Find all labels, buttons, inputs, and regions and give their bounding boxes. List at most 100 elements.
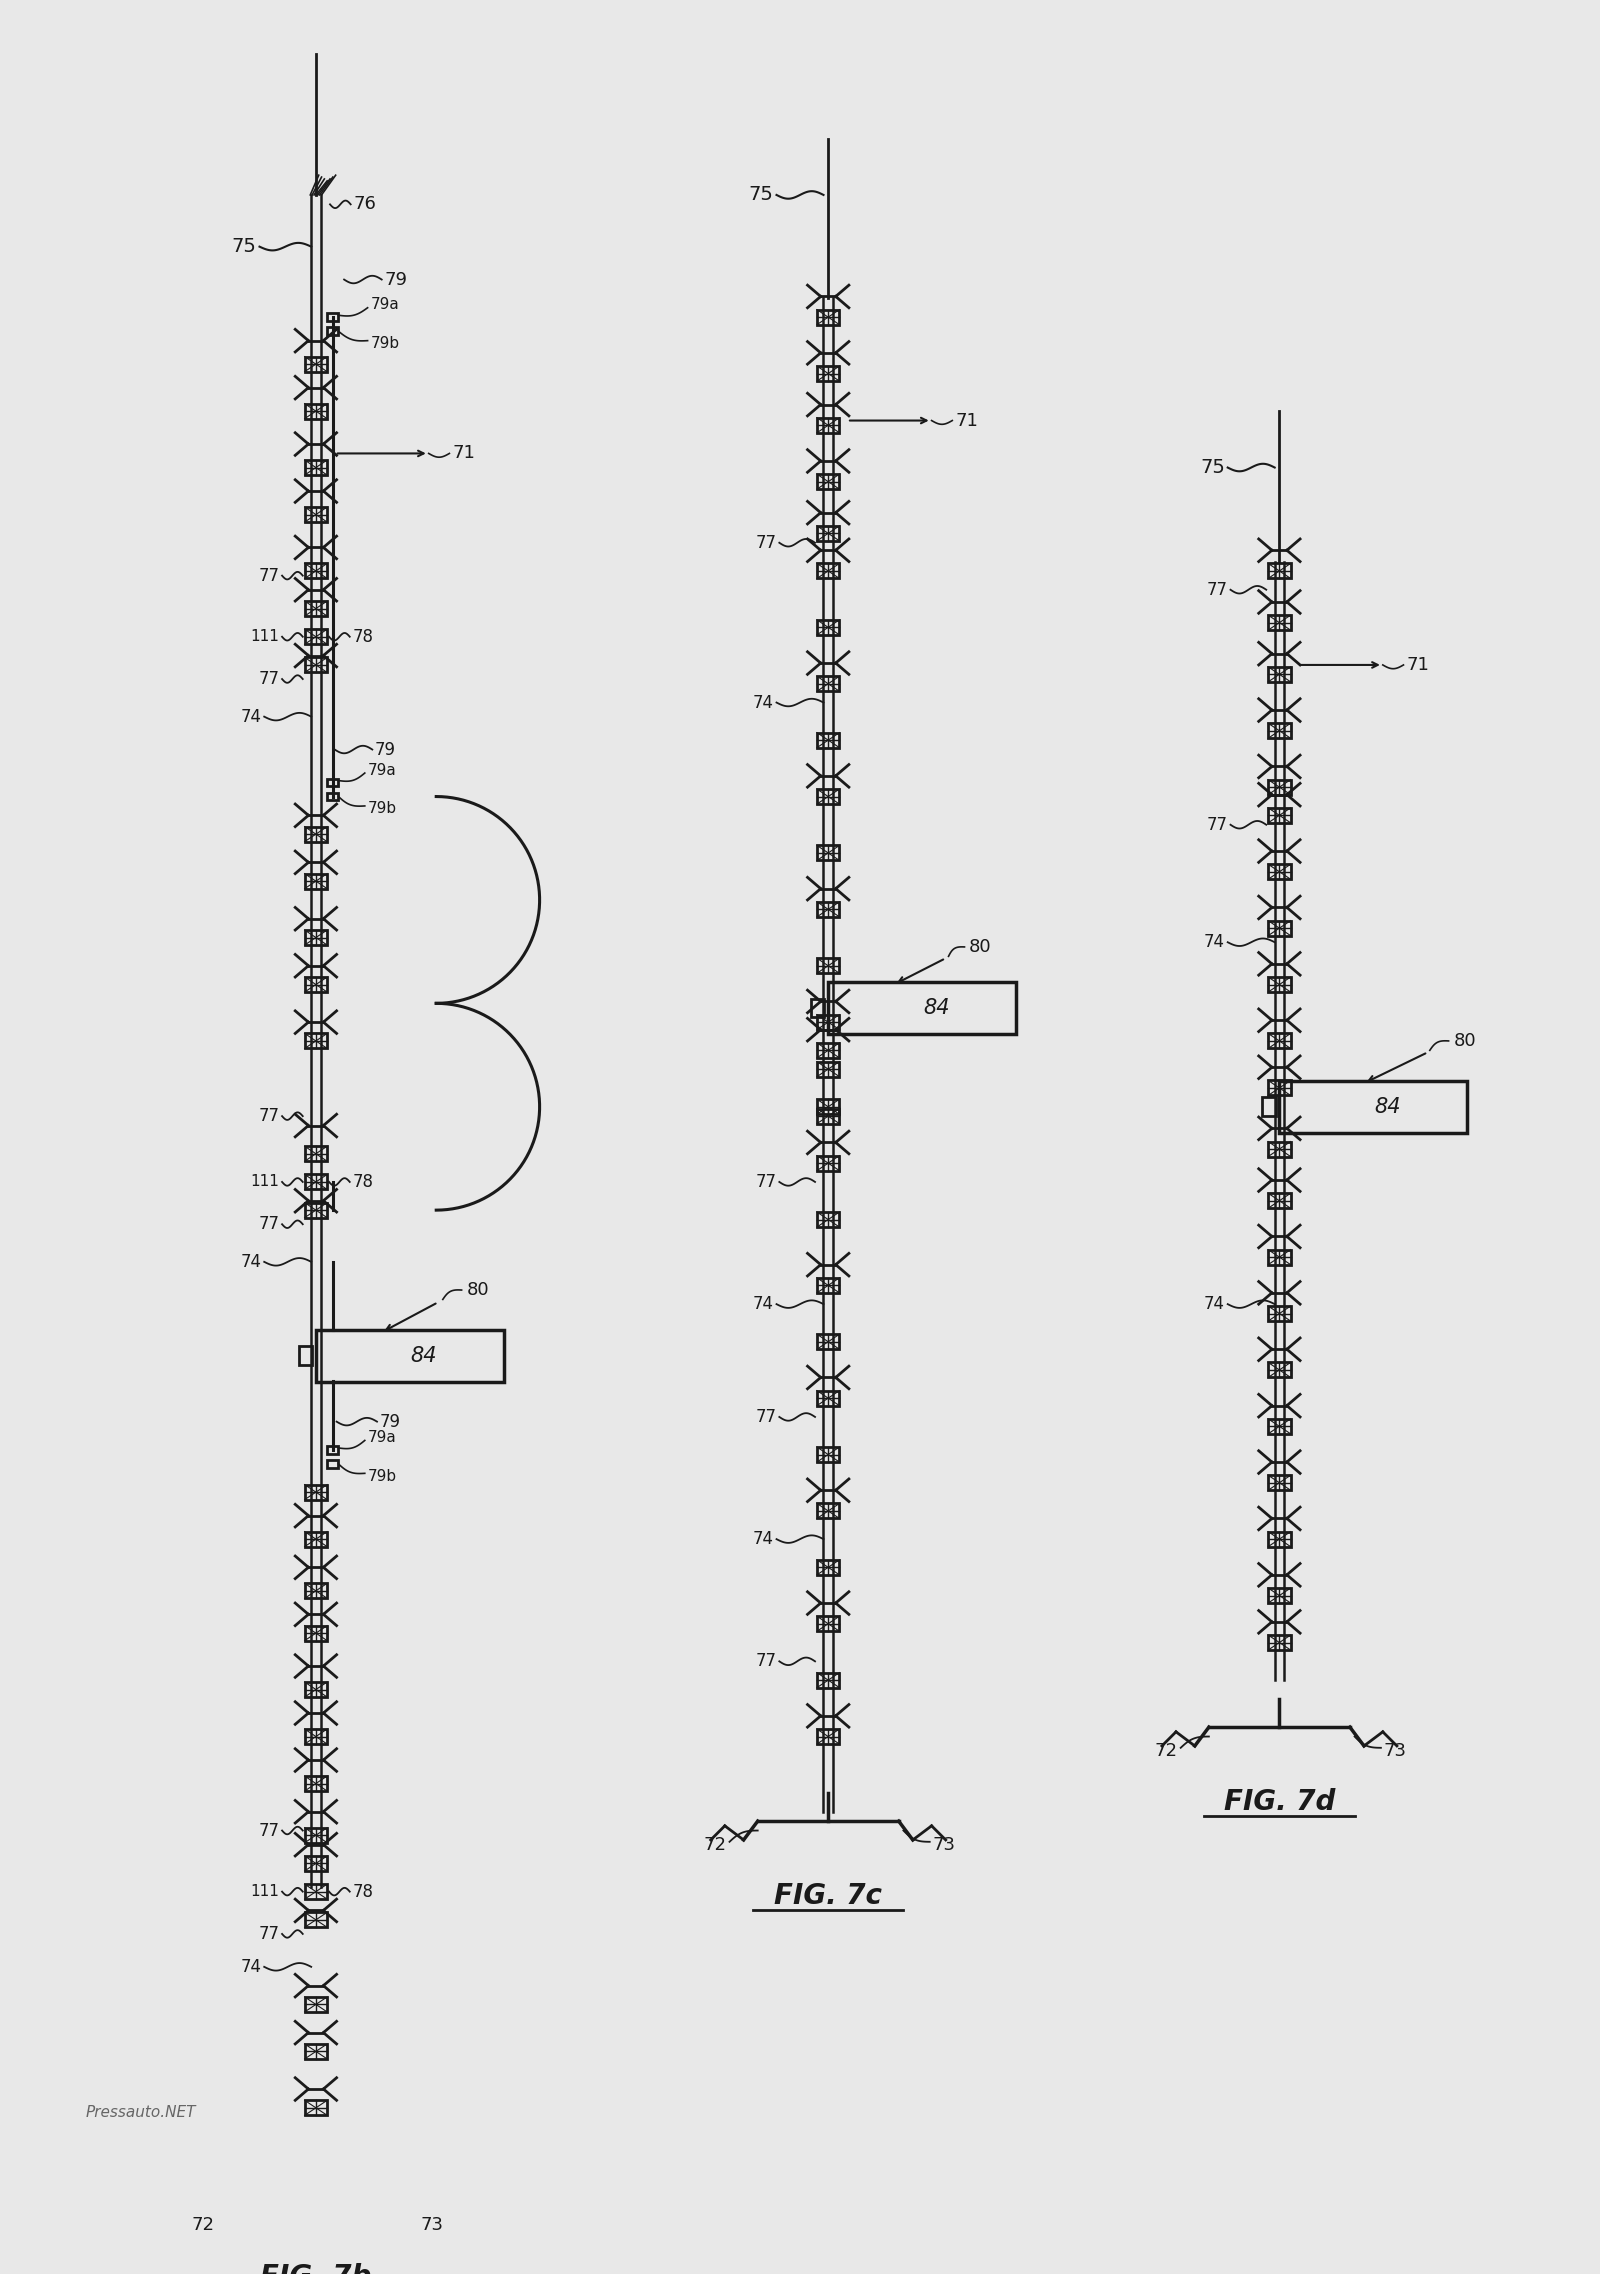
Text: 77: 77 [258,566,280,584]
Text: 71: 71 [955,412,978,430]
Bar [818,1446,840,1462]
Bar [818,1617,840,1630]
Text: 74: 74 [752,694,774,712]
Text: 77: 77 [1206,816,1227,835]
Bar [818,1674,840,1687]
Bar [1269,1194,1291,1207]
Text: 77: 77 [258,1924,280,1942]
Text: 79a: 79a [368,1430,397,1444]
Bar [304,2044,326,2058]
Bar [1269,666,1291,682]
Text: 74: 74 [1203,932,1226,951]
Bar [304,1997,326,2012]
Text: 77: 77 [755,1173,776,1192]
Bar [304,930,326,946]
Text: 72: 72 [1155,1742,1178,1760]
Bar [326,1446,339,1453]
Bar [1269,780,1291,794]
Bar [1269,1635,1291,1651]
Bar [304,2101,326,2115]
Bar [304,1173,326,1189]
Bar [818,957,840,973]
Text: 74: 74 [240,1958,261,1976]
Bar [818,1392,840,1405]
Bar [818,1335,840,1348]
Text: 79a: 79a [368,762,397,778]
Bar [818,1278,840,1294]
Text: 77: 77 [755,1408,776,1426]
Bar [818,1014,840,1030]
Bar [818,1062,840,1076]
Text: 84: 84 [411,1346,437,1367]
Bar [811,998,824,1016]
Bar [818,1728,840,1744]
Bar [1269,1533,1291,1546]
Text: 84: 84 [923,998,949,1019]
Bar [304,978,326,991]
Bar [326,794,339,800]
Bar [1269,1251,1291,1264]
Text: 79: 79 [384,271,408,289]
Bar [304,357,326,371]
Bar [304,1032,326,1048]
Bar [818,1110,840,1123]
Text: 78: 78 [352,1883,373,1901]
Text: 75: 75 [1200,457,1226,478]
Bar [304,1912,326,1928]
Bar [1269,1142,1291,1157]
Bar [818,1560,840,1576]
Text: 79b: 79b [368,1469,397,1483]
Text: FIG. 7d: FIG. 7d [1224,1787,1334,1817]
Bar [315,1330,504,1383]
Bar [1269,1362,1291,1378]
Text: 111: 111 [250,1173,280,1189]
Bar [1280,1080,1467,1132]
Bar [304,1885,326,1899]
Bar [818,789,840,805]
Bar [304,630,326,644]
Text: 71: 71 [453,443,475,462]
Text: 77: 77 [755,1653,776,1671]
Bar [1269,564,1291,578]
Bar [818,564,840,578]
Bar [304,657,326,673]
Text: 74: 74 [752,1530,774,1549]
Text: 72: 72 [192,2217,214,2235]
Bar [818,1503,840,1519]
Text: 77: 77 [258,1107,280,1126]
Bar [829,982,1016,1035]
Bar [818,309,840,325]
Bar [304,1583,326,1599]
Bar [304,828,326,841]
Bar [299,1346,312,1364]
Text: 80: 80 [466,1280,490,1298]
Bar [818,1212,840,1228]
Bar [818,473,840,489]
Bar [1269,807,1291,823]
Text: FIG. 7b: FIG. 7b [261,2263,371,2274]
Bar [1269,1476,1291,1489]
Text: FIG. 7c: FIG. 7c [774,1883,882,1910]
Bar [304,507,326,523]
Text: 79: 79 [379,1412,402,1430]
Bar [326,314,339,321]
Bar [304,402,326,418]
Bar [818,675,840,691]
Bar [1269,864,1291,880]
Text: 76: 76 [354,196,376,214]
Bar [304,1626,326,1640]
Text: 73: 73 [1384,1742,1406,1760]
Bar [304,873,326,889]
Bar [326,1460,339,1467]
Bar [818,903,840,916]
Text: 77: 77 [1206,580,1227,598]
Text: 74: 74 [240,1253,261,1271]
Bar [304,1533,326,1546]
Bar [326,327,339,334]
Bar [1262,1098,1275,1117]
Bar [304,1856,326,1872]
Bar [304,564,326,578]
Text: 80: 80 [970,937,992,955]
Text: 79a: 79a [371,298,398,312]
Bar [1269,1080,1291,1096]
